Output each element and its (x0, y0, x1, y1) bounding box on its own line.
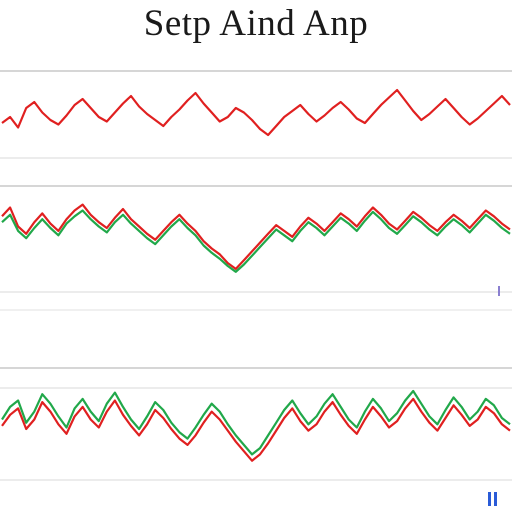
chart-panel-2 (0, 185, 512, 311)
accent-marker-bottom-2 (494, 492, 497, 506)
accent-marker (498, 286, 500, 296)
panel-1-series (1, 88, 511, 137)
panel-3-series (1, 389, 511, 462)
chart-2-series-2-line (1, 209, 511, 273)
chart-1-series-1-line (1, 88, 511, 137)
chart-3-series-1-line (1, 389, 511, 456)
panel-2-series (1, 203, 511, 273)
chart-panel-1 (0, 70, 512, 159)
page-title: Setp Aind Anp (143, 3, 369, 44)
chart-3-series-2-line (1, 397, 511, 462)
accent-marker-bottom (488, 492, 491, 506)
chart-2-series-1-line (1, 203, 511, 270)
chart-panel-3 (0, 367, 512, 506)
